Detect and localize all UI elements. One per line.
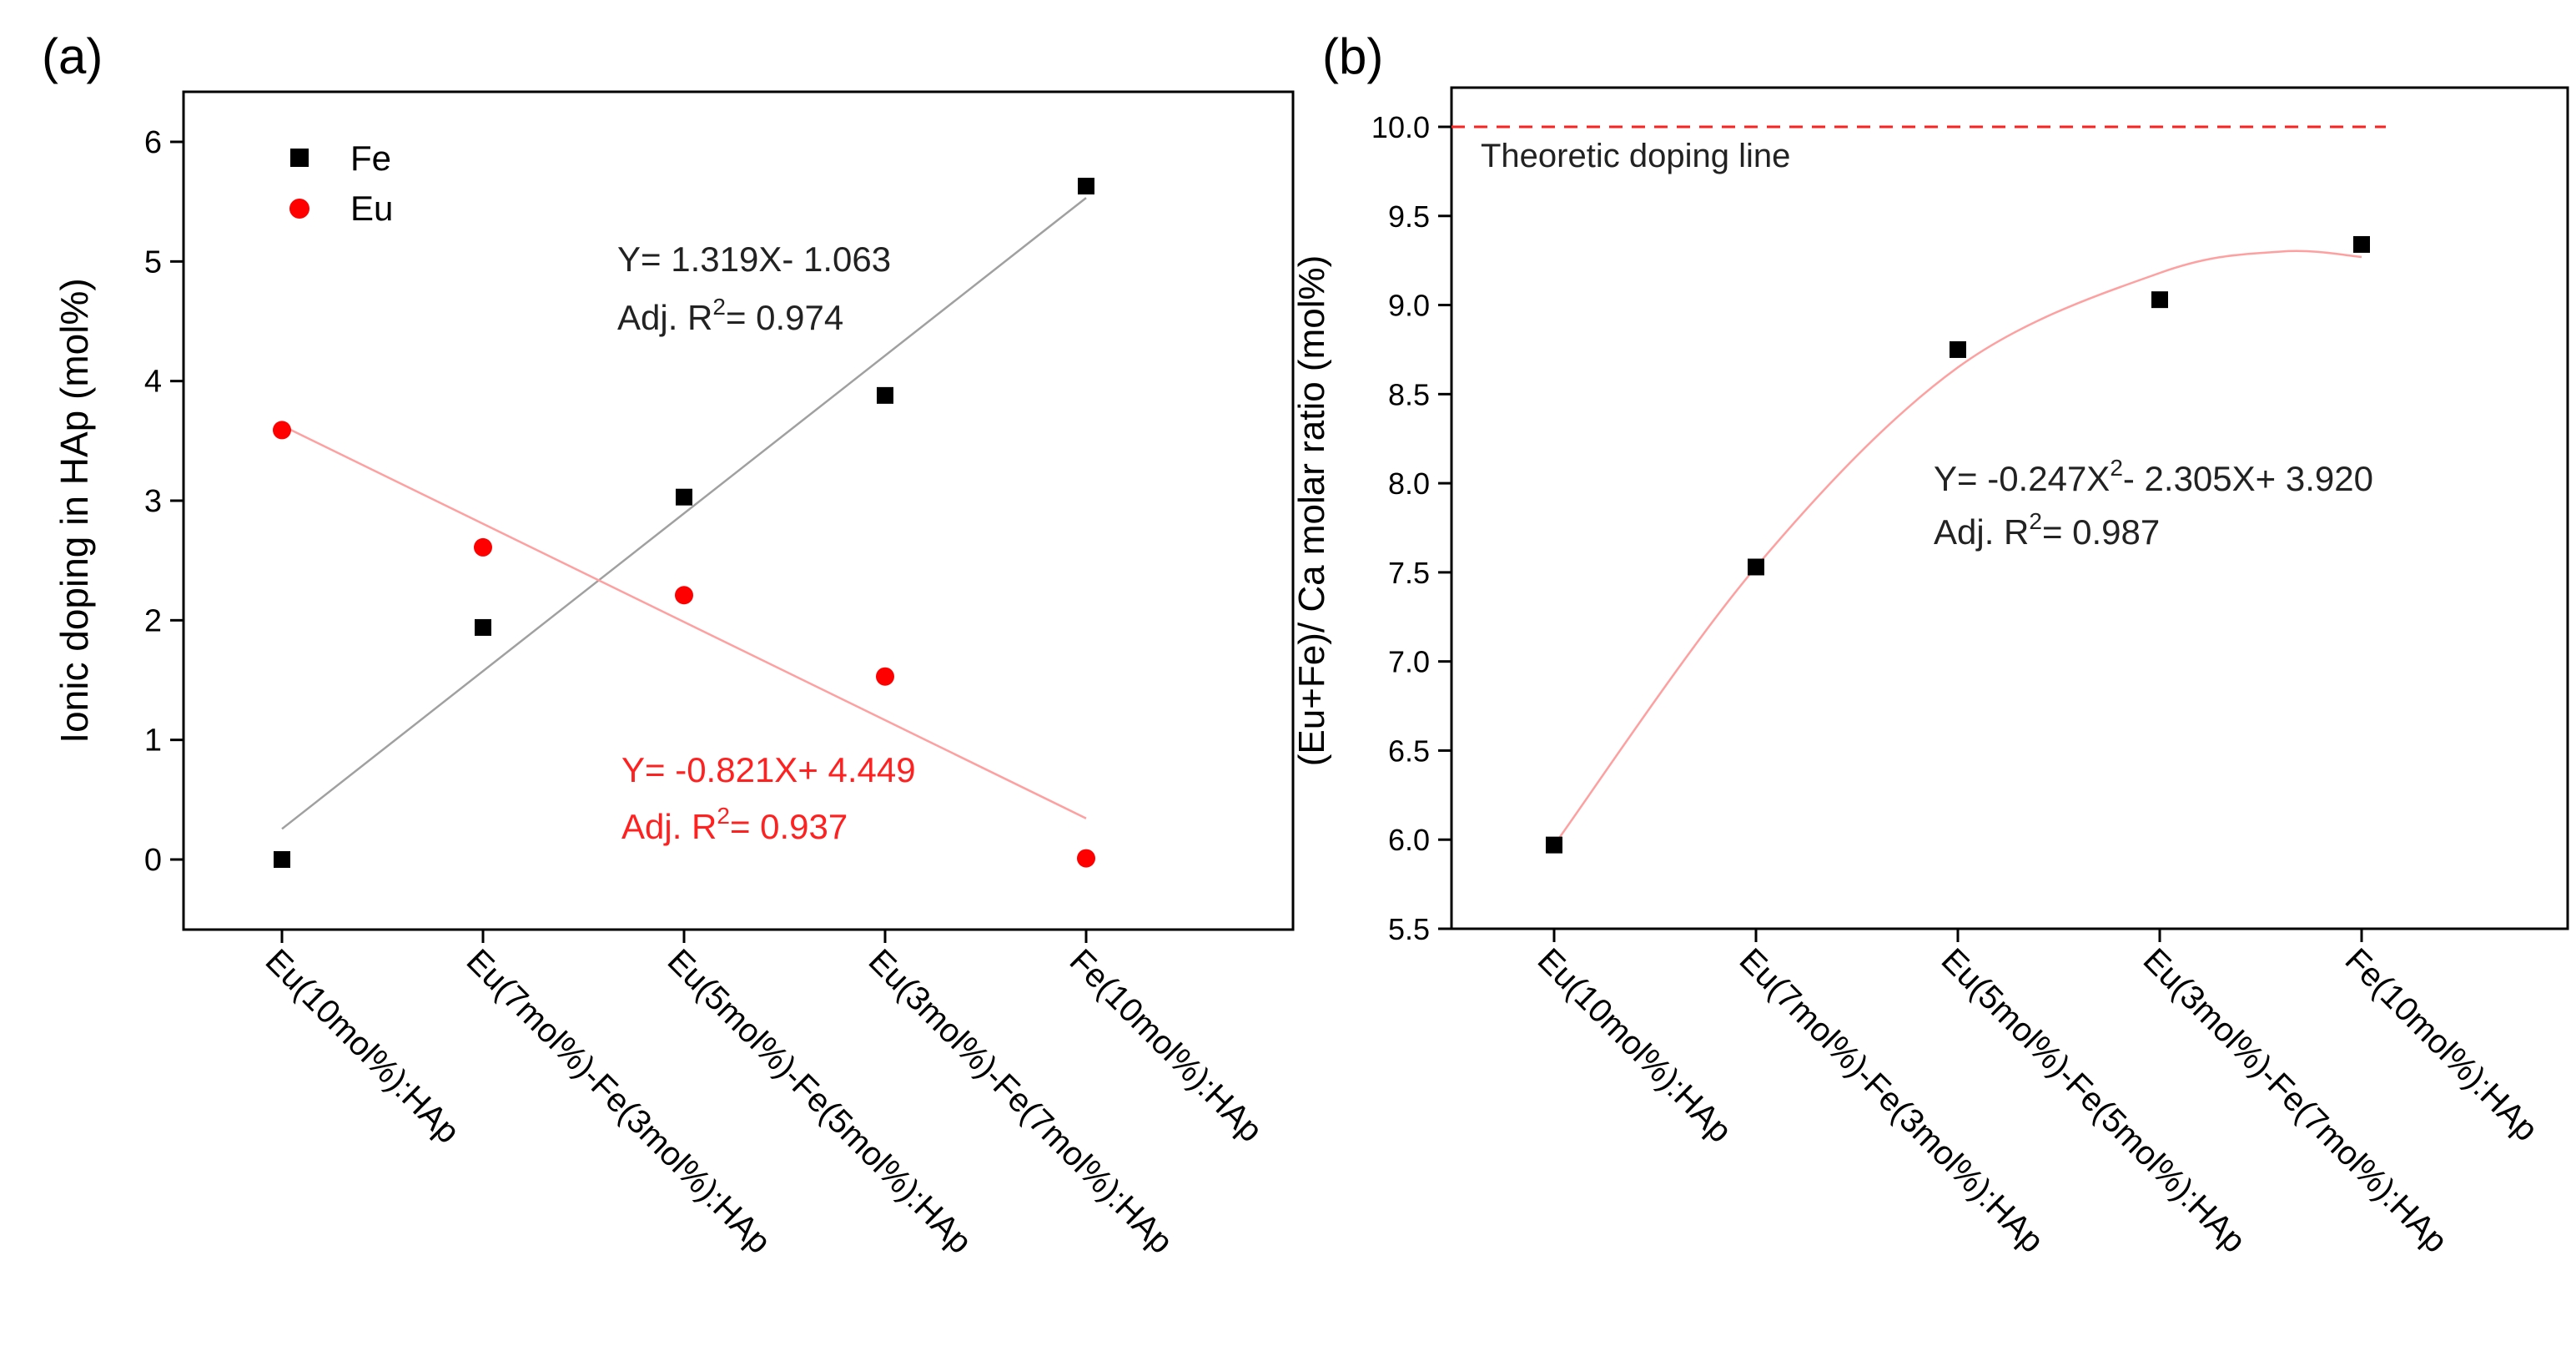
x-tick-label: Eu(10mol%):HAp: [259, 942, 467, 1151]
fe-point: [1078, 178, 1094, 195]
y-tick-label: 6.0: [1388, 823, 1430, 857]
eu-fit-r2-value: = 0.937: [730, 807, 848, 846]
panel-b: (b) (Eu+Fe)/ Ca molar ratio (mol%) 5.5 6.…: [1291, 28, 2569, 1260]
panel-a-data-points: [273, 178, 1095, 868]
panel-b-y-axis-label: (Eu+Fe)/ Ca molar ratio (mol%): [1291, 255, 1332, 766]
fe-fit-r2-value: = 0.974: [726, 298, 843, 337]
fe-fit-r2-prefix: Adj. R: [617, 298, 712, 337]
eu-fe-ca-point: [1748, 558, 1764, 576]
eu-point: [273, 421, 291, 440]
ratio-fit-equation-suffix: - 2.305X+ 3.920: [2123, 459, 2373, 498]
y-tick-label: 7.5: [1388, 556, 1430, 590]
y-tick-label: 9.5: [1388, 199, 1430, 234]
legend-eu-label: Eu: [350, 189, 393, 228]
eu-point: [675, 586, 693, 605]
ratio-fit-equation: Y= -0.247X2- 2.305X+ 3.920: [1934, 455, 2373, 498]
fe-point: [877, 386, 893, 404]
panel-a-plot-frame: [182, 90, 1295, 931]
y-tick-label: 5: [144, 244, 162, 280]
panel-b-plot-frame: [1450, 86, 2569, 930]
fe-fit-annotation: Y= 1.319X- 1.063 Adj. R2= 0.974: [617, 239, 891, 337]
y-tick-label: 9.0: [1388, 289, 1430, 323]
y-tick-label: 7.0: [1388, 645, 1430, 679]
y-tick-label: 0: [144, 843, 162, 878]
y-tick-label: 1: [144, 723, 162, 759]
y-tick-label: 3: [144, 484, 162, 519]
y-tick-label: 8.5: [1388, 377, 1430, 411]
ratio-fit-equation-sup: 2: [2110, 455, 2123, 481]
theoretic-doping-line-label: Theoretic doping line: [1481, 138, 1790, 174]
ratio-fit-curve: [1552, 250, 2362, 846]
eu-fit-annotation: Y= -0.821X+ 4.449 Adj. R2= 0.937: [621, 750, 916, 846]
panel-a-fit-lines: [281, 197, 1087, 830]
panel-b-data-points: [1546, 235, 2370, 854]
fe-fit-r2: Adj. R2= 0.974: [617, 294, 843, 337]
ratio-fit-r2-prefix: Adj. R: [1934, 512, 2029, 552]
eu-fe-ca-point: [1546, 836, 1562, 854]
y-tick-label: 5.5: [1388, 912, 1430, 946]
legend-fe-marker: [290, 149, 309, 167]
fe-point: [676, 488, 692, 506]
x-tick-label: Fe(10mol%):HAp: [1063, 942, 1270, 1149]
eu-fit-r2-sup: 2: [717, 803, 730, 829]
y-tick-label: 10.0: [1371, 110, 1430, 144]
panel-a-label: (a): [42, 28, 103, 84]
y-tick-label: 4: [144, 365, 162, 400]
ratio-fit-annotation: Y= -0.247X2- 2.305X+ 3.920 Adj. R2= 0.98…: [1934, 455, 2373, 552]
panel-b-label: (b): [1322, 28, 1383, 84]
eu-fit-r2: Adj. R2= 0.937: [621, 803, 848, 846]
ratio-fit-r2: Adj. R2= 0.987: [1934, 508, 2160, 552]
y-tick-label: 8.0: [1388, 466, 1430, 501]
y-tick-label: 2: [144, 603, 162, 638]
y-tick-label: 6: [144, 125, 162, 160]
eu-fit-equation: Y= -0.821X+ 4.449: [621, 750, 916, 789]
panel-b-y-ticks: 5.5 6.0 6.5 7.0 7.5 8.0 8.5 9.0 9.5 10.0: [1371, 110, 1452, 946]
panel-b-fit-curve: [1552, 250, 2362, 846]
eu-fe-ca-point: [1950, 340, 1966, 358]
fe-fit-r2-sup: 2: [712, 294, 726, 320]
panel-a-y-axis-label: Ionic doping in HAp (mol%): [53, 278, 96, 743]
eu-point: [1077, 849, 1095, 868]
eu-point: [474, 537, 492, 557]
eu-fit-r2-prefix: Adj. R: [621, 807, 717, 846]
ratio-fit-equation-prefix: Y= -0.247X: [1934, 459, 2110, 498]
x-tick-label: Eu(10mol%):HAp: [1531, 941, 1739, 1150]
x-tick-label: Fe(10mol%):HAp: [2338, 941, 2545, 1148]
y-tick-label: 6.5: [1388, 733, 1430, 768]
panel-a: (a) Ionic doping in HAp (mol%) 0 1 2 3 4 5 6 E…: [42, 28, 1295, 1261]
eu-fit-line: [281, 424, 1087, 819]
fe-fit-line: [281, 197, 1087, 830]
fe-point: [274, 851, 290, 868]
eu-fe-ca-point: [2151, 291, 2168, 309]
ratio-fit-r2-value: = 0.987: [2042, 512, 2160, 552]
panel-a-y-ticks: 0 1 2 3 4 5 6: [144, 125, 184, 878]
panel-b-x-ticks: Eu(10mol%):HApEu(7mol%)-Fe(3mol%):HApEu(…: [1531, 929, 2545, 1260]
legend-eu-marker: [289, 199, 309, 219]
eu-point: [876, 667, 894, 686]
panel-a-x-ticks: Eu(10mol%):HApEu(7mol%)-Fe(3mol%):HApEu(…: [259, 930, 1270, 1261]
fe-fit-equation: Y= 1.319X- 1.063: [617, 239, 891, 279]
legend-fe-label: Fe: [350, 139, 391, 178]
fe-point: [475, 618, 491, 636]
ratio-fit-r2-sup: 2: [2029, 508, 2042, 534]
panel-a-legend: Fe Eu: [289, 139, 393, 228]
eu-fe-ca-point: [2353, 235, 2370, 253]
